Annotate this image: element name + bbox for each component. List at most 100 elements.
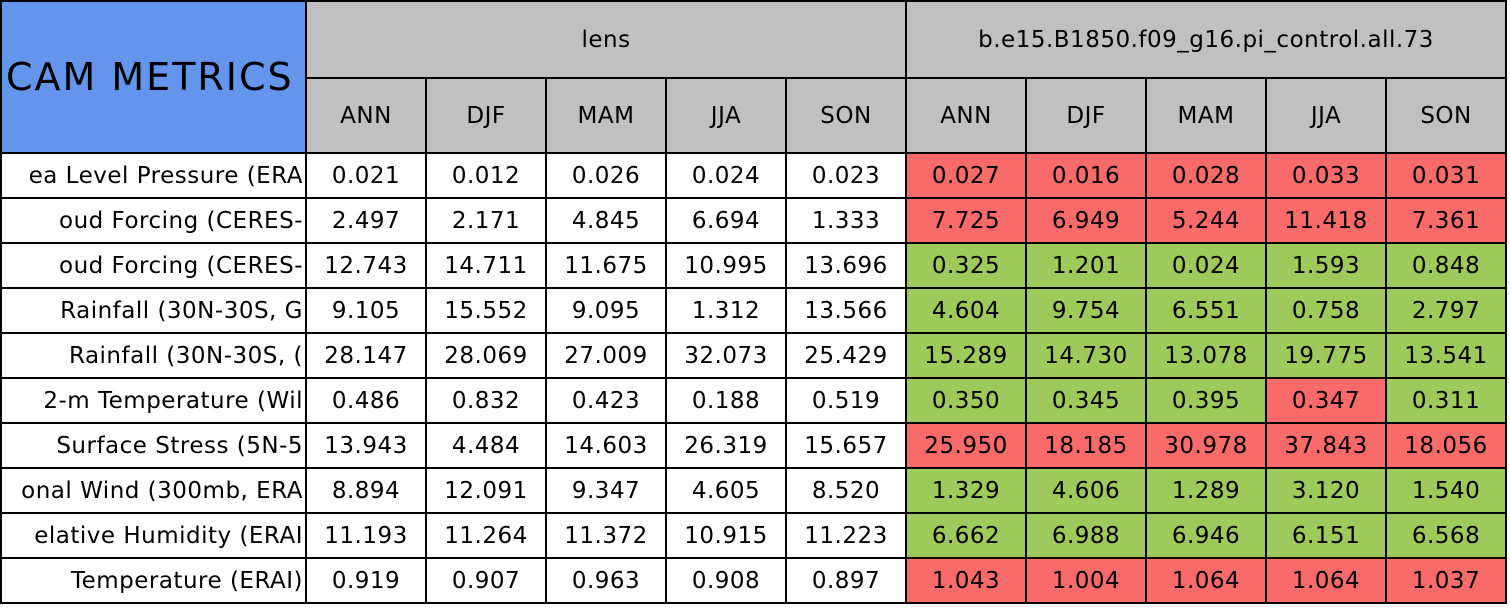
metric-label-text: Temperature (ERAI)	[70, 567, 303, 594]
season-header: ANN	[905, 77, 1028, 154]
lens-value: 0.919	[305, 557, 427, 604]
metric-label: oud Forcing (CERES-	[0, 197, 307, 244]
metric-label-text: oud Forcing (CERES-	[59, 207, 303, 234]
lens-value: 26.319	[665, 422, 787, 469]
lens-value: 12.743	[305, 242, 427, 289]
lens-value: 0.188	[665, 377, 787, 424]
control-value: 1.540	[1385, 467, 1508, 514]
control-value: 1.037	[1385, 557, 1508, 604]
metric-row: onal Wind (300mb, ERA 8.894 12.091 9.347 4.6…	[0, 467, 1508, 514]
season-header: JJA	[665, 77, 787, 154]
control-value: 6.568	[1385, 512, 1508, 559]
metric-label: oud Forcing (CERES-	[0, 242, 307, 289]
control-value: 1.064	[1145, 557, 1268, 604]
control-value: 0.031	[1385, 152, 1508, 199]
metric-label-text: Rainfall (30N-30S, (	[68, 342, 303, 369]
control-value: 1.201	[1025, 242, 1148, 289]
metric-label-text: Surface Stress (5N-5	[56, 432, 303, 459]
control-value: 0.024	[1145, 242, 1268, 289]
control-value: 15.289	[905, 332, 1028, 379]
season-header: DJF	[425, 77, 547, 154]
control-value: 6.551	[1145, 287, 1268, 334]
lens-value: 11.675	[545, 242, 667, 289]
lens-value: 11.264	[425, 512, 547, 559]
metric-row: Temperature (ERAI) 0.919 0.907 0.963 0.908 0.…	[0, 557, 1508, 604]
control-value: 9.754	[1025, 287, 1148, 334]
control-value: 0.016	[1025, 152, 1148, 199]
lens-value: 4.484	[425, 422, 547, 469]
lens-value: 15.657	[784, 422, 908, 469]
metric-label-text: elative Humidity (ERAI	[34, 522, 303, 549]
control-value: 13.541	[1385, 332, 1508, 379]
control-value: 19.775	[1265, 332, 1388, 379]
lens-value: 15.552	[425, 287, 547, 334]
control-value: 0.027	[905, 152, 1028, 199]
control-value: 2.797	[1385, 287, 1508, 334]
metric-label-text: 2-m Temperature (Wil	[43, 387, 303, 414]
metric-row: Rainfall (30N-30S, (28.147 28.069 27.009 32…	[0, 332, 1508, 379]
group-header: b.e15.B1850.f09_g16.pi_control.all.73	[905, 0, 1508, 79]
metric-row: elative Humidity (ERAI 11.193 11.264 11.372…	[0, 512, 1508, 559]
control-value: 18.056	[1385, 422, 1508, 469]
lens-value: 0.907	[425, 557, 547, 604]
metric-label-text: Rainfall (30N-30S, G	[60, 297, 303, 324]
control-value: 18.185	[1025, 422, 1148, 469]
control-value: 1.329	[905, 467, 1028, 514]
metric-row: 2-m Temperature (Wil 0.486 0.832 0.423 0.188…	[0, 377, 1508, 424]
control-value: 11.418	[1265, 197, 1388, 244]
lens-value: 4.845	[545, 197, 667, 244]
control-value: 0.350	[905, 377, 1028, 424]
metric-label: Rainfall (30N-30S, G	[0, 287, 307, 334]
control-value: 6.946	[1145, 512, 1268, 559]
control-value: 6.988	[1025, 512, 1148, 559]
season-header: JJA	[1265, 77, 1388, 154]
season-header: DJF	[1025, 77, 1148, 154]
control-value: 37.843	[1265, 422, 1388, 469]
lens-value: 14.603	[545, 422, 667, 469]
metric-row: ea Level Pressure (ERA 0.021 0.012 0.026 0.0…	[0, 152, 1508, 199]
control-value: 1.289	[1145, 467, 1268, 514]
control-value: 6.949	[1025, 197, 1148, 244]
metric-label: Temperature (ERAI)	[0, 557, 307, 604]
lens-value: 28.147	[305, 332, 427, 379]
control-value: 6.662	[905, 512, 1028, 559]
lens-value: 11.193	[305, 512, 427, 559]
control-value: 1.064	[1265, 557, 1388, 604]
lens-value: 10.995	[665, 242, 787, 289]
lens-value: 12.091	[425, 467, 547, 514]
metric-label: elative Humidity (ERAI	[0, 512, 307, 559]
lens-value: 0.026	[545, 152, 667, 199]
control-value: 0.033	[1265, 152, 1388, 199]
control-value: 0.325	[905, 242, 1028, 289]
lens-value: 0.023	[784, 152, 908, 199]
season-row: ANN DJF MAM JJA SON ANN DJF MAM JJA SON	[1, 77, 1508, 154]
control-value: 7.361	[1385, 197, 1508, 244]
control-value: 4.604	[905, 287, 1028, 334]
lens-value: 11.372	[545, 512, 667, 559]
control-value: 6.151	[1265, 512, 1388, 559]
control-value: 7.725	[905, 197, 1028, 244]
control-value: 1.593	[1265, 242, 1388, 289]
metric-label: Rainfall (30N-30S, (	[0, 332, 307, 379]
lens-value: 8.520	[784, 467, 908, 514]
metric-row: oud Forcing (CERES- 2.497 2.171 4.845 6.694 1…	[0, 197, 1508, 244]
lens-value: 0.021	[305, 152, 427, 199]
metric-label-text: onal Wind (300mb, ERA	[21, 477, 303, 504]
lens-value: 14.711	[425, 242, 547, 289]
lens-value: 4.605	[665, 467, 787, 514]
season-header: MAM	[545, 77, 667, 154]
control-value: 0.347	[1265, 377, 1388, 424]
lens-value: 32.073	[665, 332, 787, 379]
lens-value: 9.105	[305, 287, 427, 334]
control-value: 3.120	[1265, 467, 1388, 514]
lens-value: 0.897	[784, 557, 908, 604]
lens-value: 2.171	[425, 197, 547, 244]
lens-value: 11.223	[784, 512, 908, 559]
control-value: 0.395	[1145, 377, 1268, 424]
lens-value: 0.024	[665, 152, 787, 199]
season-header: SON	[784, 77, 908, 154]
lens-value: 0.908	[665, 557, 787, 604]
control-value: 0.848	[1385, 242, 1508, 289]
control-value: 25.950	[905, 422, 1028, 469]
